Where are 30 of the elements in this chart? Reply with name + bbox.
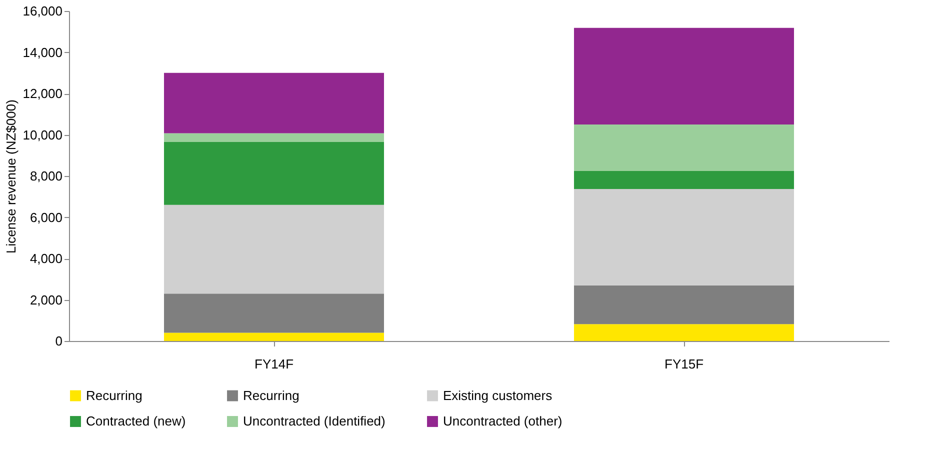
legend-label: Recurring: [86, 388, 142, 403]
y-axis-title: License revenue (NZ$000): [4, 100, 19, 254]
bar: [574, 171, 794, 189]
legend-label: Uncontracted (other): [443, 414, 562, 428]
bar: [574, 28, 794, 124]
bar: [574, 188, 794, 286]
legend-label: Recurring: [243, 388, 300, 403]
bar: [574, 285, 794, 324]
bar: [164, 142, 384, 205]
bar: [574, 324, 794, 341]
bar: [164, 72, 384, 134]
bar: [164, 204, 384, 294]
x-tick-label: FY14F: [254, 356, 294, 372]
y-tick-label: 6,000: [30, 210, 62, 225]
y-tick-label: 12,000: [22, 86, 62, 101]
y-tick-label: 2,000: [30, 292, 62, 308]
y-tick-label: 16,000: [22, 4, 62, 18]
y-tick-label: 4,000: [30, 251, 62, 266]
y-tick-label: 14,000: [22, 44, 62, 60]
legend-label: Existing customers: [443, 388, 553, 403]
legend-label: Contracted (new): [86, 414, 186, 428]
y-tick-label: 8,000: [30, 168, 62, 184]
bar: [164, 332, 384, 341]
bar: [574, 124, 794, 172]
y-tick-label: 10,000: [22, 127, 62, 142]
x-tick-label: FY15F: [664, 356, 704, 372]
legend-label: Uncontracted (Identified): [243, 414, 386, 428]
bar: [164, 133, 384, 142]
y-tick-label: 0: [55, 334, 62, 348]
bar: [164, 294, 384, 333]
